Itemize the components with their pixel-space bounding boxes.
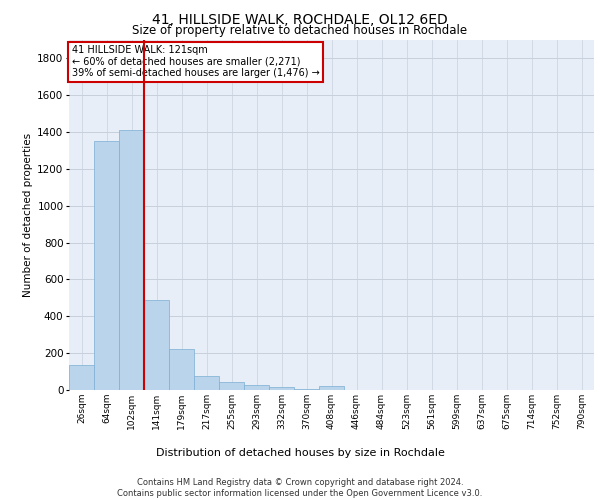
Bar — [144, 300, 169, 390]
Bar — [269, 387, 294, 390]
Bar — [294, 389, 319, 390]
Text: Size of property relative to detached houses in Rochdale: Size of property relative to detached ho… — [133, 24, 467, 37]
Bar — [194, 376, 219, 390]
Bar — [69, 365, 94, 390]
Bar — [169, 348, 194, 390]
Bar — [94, 142, 119, 390]
Text: Contains HM Land Registry data © Crown copyright and database right 2024.
Contai: Contains HM Land Registry data © Crown c… — [118, 478, 482, 498]
Text: 41 HILLSIDE WALK: 121sqm
← 60% of detached houses are smaller (2,271)
39% of sem: 41 HILLSIDE WALK: 121sqm ← 60% of detach… — [71, 46, 319, 78]
Bar — [119, 130, 144, 390]
Bar — [244, 385, 269, 390]
Bar — [219, 382, 244, 390]
Y-axis label: Number of detached properties: Number of detached properties — [23, 133, 33, 297]
Bar — [319, 386, 344, 390]
Text: Distribution of detached houses by size in Rochdale: Distribution of detached houses by size … — [155, 448, 445, 458]
Text: 41, HILLSIDE WALK, ROCHDALE, OL12 6ED: 41, HILLSIDE WALK, ROCHDALE, OL12 6ED — [152, 12, 448, 26]
